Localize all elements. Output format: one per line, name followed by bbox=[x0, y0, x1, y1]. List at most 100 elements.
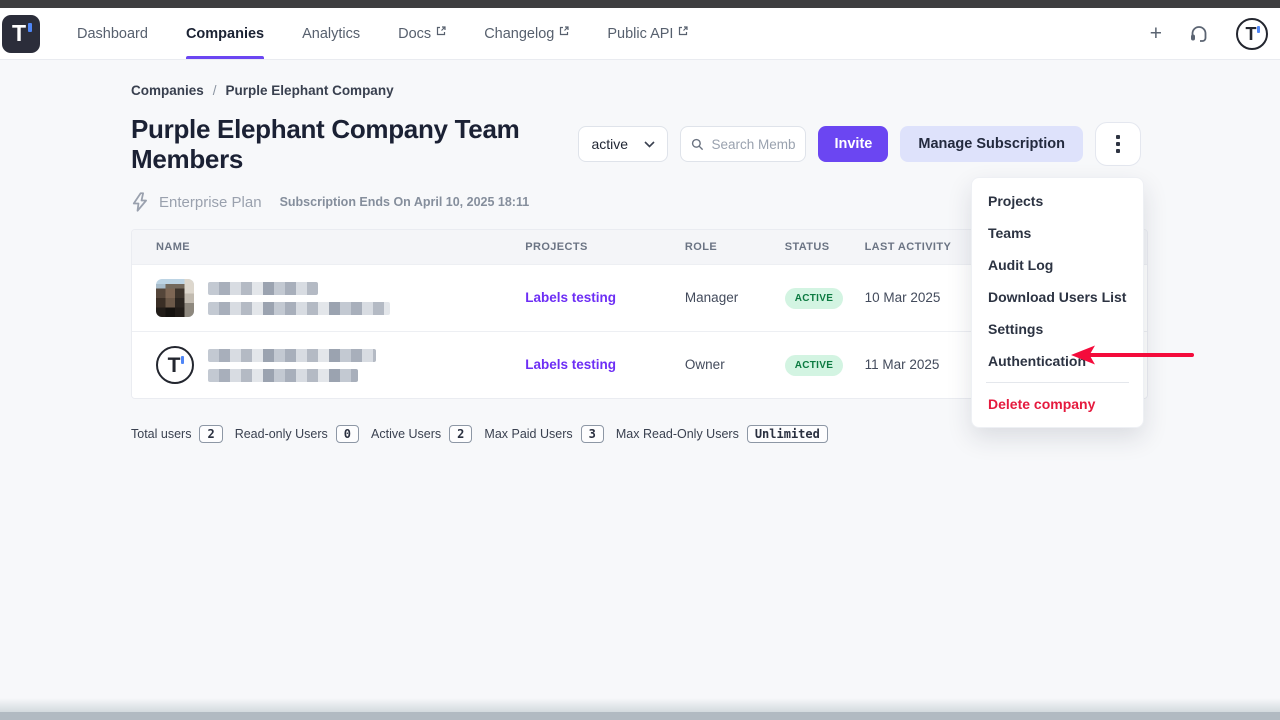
last-activity: 10 Mar 2025 bbox=[864, 290, 941, 306]
col-header-last-activity: LAST ACTIVITY bbox=[864, 241, 952, 254]
menu-item-projects[interactable]: Projects bbox=[988, 193, 1044, 209]
member-cell bbox=[156, 279, 390, 318]
redacted-member-name bbox=[208, 281, 390, 315]
user-avatar[interactable]: T bbox=[1236, 17, 1268, 50]
avatar: T bbox=[156, 346, 194, 385]
nav-label: Changelog bbox=[484, 25, 555, 42]
avatar-logo-accent bbox=[181, 356, 184, 365]
redacted-email-line bbox=[208, 368, 358, 382]
stat-label: Max Paid Users bbox=[484, 427, 573, 442]
manage-subscription-button[interactable]: Manage Subscription bbox=[900, 126, 1083, 162]
menu-item-download-users-list[interactable]: Download Users List bbox=[988, 289, 1127, 305]
stat-max-paid-users: Max Paid Users 3 bbox=[484, 425, 604, 444]
nav-items: Dashboard Companies Analytics Docs Chang… bbox=[58, 8, 707, 59]
breadcrumb: Companies / Purple Elephant Company bbox=[131, 83, 1149, 98]
add-icon[interactable]: + bbox=[1149, 22, 1162, 45]
search-input[interactable] bbox=[711, 136, 796, 152]
status-filter-select[interactable]: active bbox=[578, 126, 669, 162]
stat-label: Max Read-Only Users bbox=[615, 427, 739, 442]
active-tab-underline bbox=[185, 56, 265, 59]
menu-item-delete-company[interactable]: Delete company bbox=[988, 396, 1096, 412]
page-header: Purple Elephant Company Team Members act… bbox=[131, 114, 1149, 174]
page-title: Purple Elephant Company Team Members bbox=[131, 114, 520, 175]
redacted-name-line bbox=[208, 348, 376, 362]
nav-item-analytics[interactable]: Analytics bbox=[283, 8, 379, 59]
stat-value: 2 bbox=[449, 425, 473, 444]
kebab-dot bbox=[1116, 135, 1120, 139]
company-actions-menu: Projects Teams Audit Log Download Users … bbox=[971, 177, 1144, 428]
menu-item-teams[interactable]: Teams bbox=[988, 225, 1032, 241]
external-link-icon bbox=[437, 26, 446, 36]
nav-item-dashboard[interactable]: Dashboard bbox=[58, 8, 167, 59]
nav-label: Dashboard bbox=[77, 25, 148, 42]
app-logo[interactable]: T bbox=[2, 14, 40, 53]
external-link-icon bbox=[560, 26, 569, 36]
redacted-email-line bbox=[208, 301, 390, 315]
plan-row: Enterprise Plan Subscription Ends On Apr… bbox=[131, 192, 1149, 212]
stat-label: Total users bbox=[131, 427, 192, 442]
menu-item-audit-log[interactable]: Audit Log bbox=[988, 257, 1054, 273]
stat-read-only-users: Read-only Users 0 bbox=[234, 425, 360, 444]
stat-value: Unlimited bbox=[746, 425, 828, 444]
member-role: Owner bbox=[684, 357, 725, 373]
menu-item-authentication[interactable]: Authentication bbox=[988, 353, 1086, 369]
menu-divider bbox=[986, 382, 1129, 383]
stat-label: Read-only Users bbox=[234, 427, 328, 442]
stat-max-read-only-users: Max Read-Only Users Unlimited bbox=[615, 425, 828, 444]
col-header-projects: PROJECTS bbox=[525, 241, 588, 254]
support-headset-icon[interactable] bbox=[1188, 23, 1210, 45]
col-header-status: STATUS bbox=[784, 241, 830, 254]
header-controls: active Invite Manage Subscription bbox=[578, 122, 1141, 166]
avatar bbox=[156, 279, 194, 318]
breadcrumb-companies[interactable]: Companies bbox=[131, 83, 204, 98]
user-stats-bar: Total users 2 Read-only Users 0 Active U… bbox=[131, 425, 1149, 444]
stat-active-users: Active Users 2 bbox=[371, 425, 473, 444]
search-icon bbox=[692, 138, 704, 150]
avatar-letter: T bbox=[1245, 23, 1257, 44]
window-chrome-bottom bbox=[0, 712, 1280, 720]
last-activity: 11 Mar 2025 bbox=[864, 357, 940, 373]
nav-label: Companies bbox=[185, 25, 265, 42]
status-badge: ACTIVE bbox=[784, 354, 844, 376]
breadcrumb-separator: / bbox=[212, 83, 217, 98]
more-actions-button[interactable] bbox=[1095, 122, 1141, 166]
external-link-icon bbox=[679, 26, 689, 36]
avatar-logo-accent bbox=[1257, 25, 1260, 33]
top-nav: T Dashboard Companies Analytics Docs Cha… bbox=[0, 8, 1280, 60]
nav-item-docs[interactable]: Docs bbox=[379, 8, 465, 59]
project-link[interactable]: Labels testing bbox=[525, 357, 617, 373]
chevron-down-icon bbox=[644, 140, 656, 148]
kebab-dot bbox=[1116, 149, 1120, 153]
nav-label: Public API bbox=[607, 25, 674, 42]
window-chrome-top bbox=[0, 0, 1280, 8]
stat-value: 0 bbox=[335, 425, 360, 444]
avatar-letter: T bbox=[167, 353, 181, 377]
nav-item-companies[interactable]: Companies bbox=[167, 8, 283, 59]
project-link[interactable]: Labels testing bbox=[525, 290, 617, 306]
redacted-member-name bbox=[208, 348, 376, 382]
breadcrumb-current-company[interactable]: Purple Elephant Company bbox=[225, 83, 394, 98]
logo-accent bbox=[28, 22, 32, 32]
stat-total-users: Total users 2 bbox=[131, 425, 223, 444]
nav-item-changelog[interactable]: Changelog bbox=[465, 8, 588, 59]
plan-name: Enterprise Plan bbox=[159, 193, 262, 211]
nav-item-public-api[interactable]: Public API bbox=[588, 8, 707, 59]
col-header-role: ROLE bbox=[684, 241, 718, 254]
search-box bbox=[680, 126, 807, 162]
nav-label: Analytics bbox=[302, 25, 361, 42]
logo-letter: T bbox=[11, 20, 27, 46]
nav-right: + T bbox=[1149, 17, 1280, 50]
stat-label: Active Users bbox=[371, 427, 442, 442]
kebab-dot bbox=[1116, 142, 1120, 146]
window-chrome-bottom-fade bbox=[0, 698, 1280, 712]
member-role: Manager bbox=[684, 290, 739, 306]
subscription-end-text: Subscription Ends On April 10, 2025 18:1… bbox=[279, 195, 530, 210]
redacted-name-line bbox=[208, 281, 318, 295]
lightning-bolt-icon bbox=[132, 192, 147, 212]
invite-button[interactable]: Invite bbox=[818, 126, 889, 162]
stat-value: 3 bbox=[580, 425, 604, 444]
nav-label: Docs bbox=[398, 25, 432, 42]
menu-item-settings[interactable]: Settings bbox=[988, 321, 1044, 337]
col-header-name: NAME bbox=[156, 241, 190, 254]
status-badge: ACTIVE bbox=[784, 287, 844, 309]
